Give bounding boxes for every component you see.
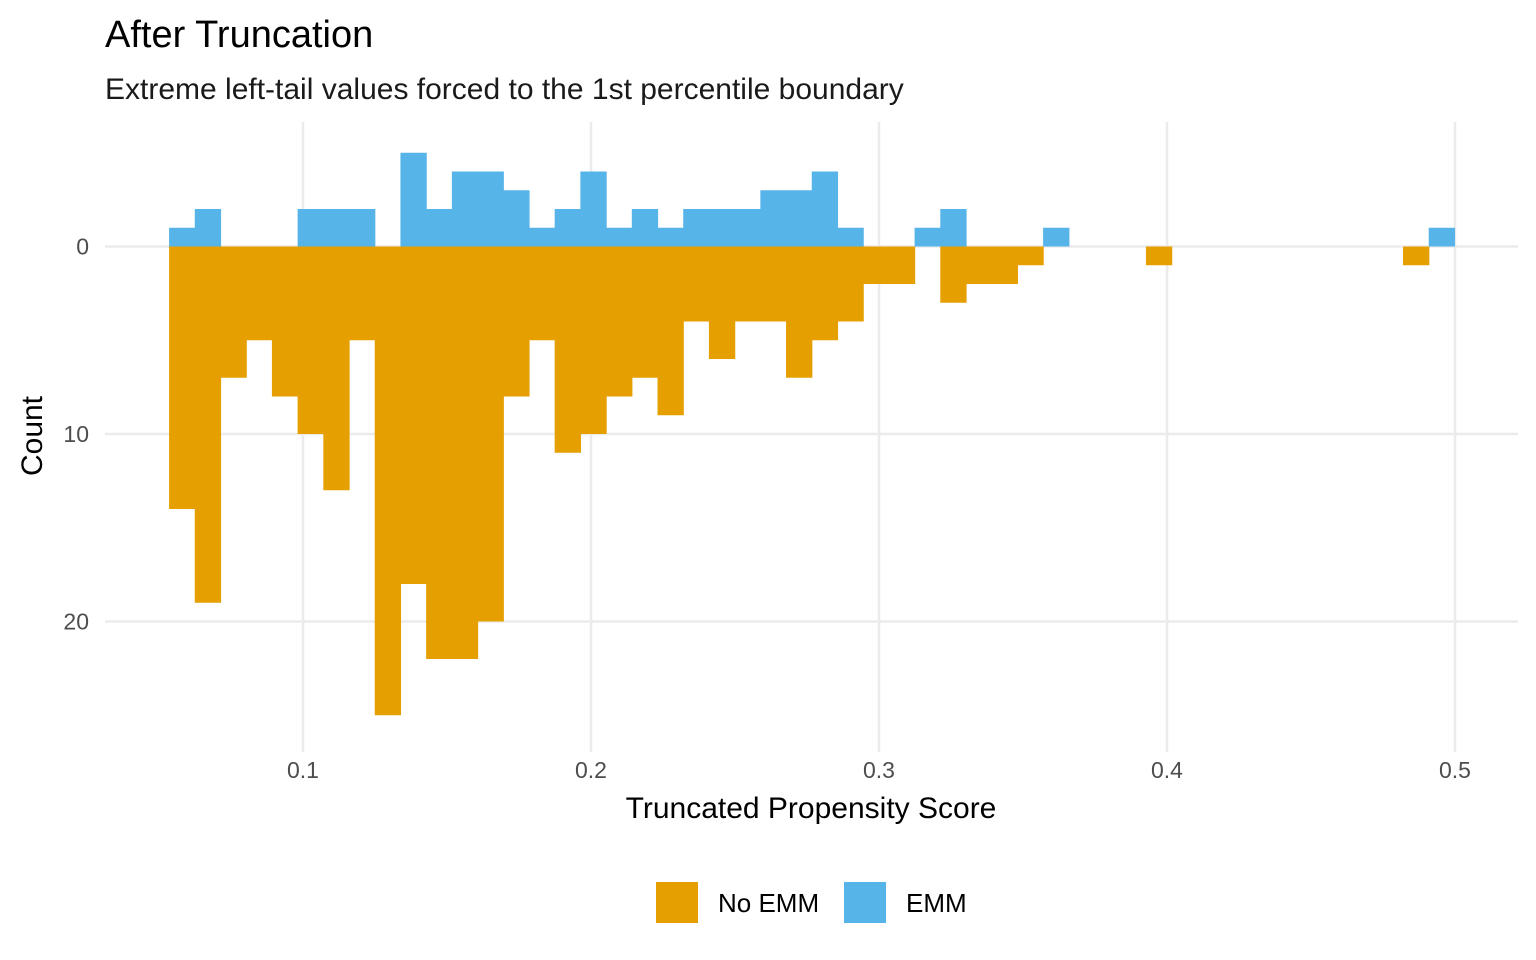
bar-emm (940, 209, 967, 247)
legend: No EMM EMM (656, 882, 967, 923)
bar-no-emm (863, 246, 890, 284)
y-tick-label: 10 (63, 421, 89, 447)
bar-no-emm (271, 246, 299, 397)
x-tick-label: 0.1 (287, 757, 319, 783)
bar-no-emm (400, 246, 427, 584)
bar-no-emm (426, 246, 453, 659)
bar-emm (657, 227, 684, 247)
bar-emm (683, 209, 710, 247)
bar-emm (708, 209, 736, 247)
bar-emm (194, 209, 222, 247)
bar-no-emm (194, 246, 222, 603)
bar-emm (914, 227, 941, 247)
bar-emm (349, 209, 376, 247)
legend-label-emm: EMM (906, 888, 967, 918)
bar-no-emm (169, 246, 196, 509)
bar-no-emm (708, 246, 736, 359)
bar-emm (400, 152, 427, 247)
bar-emm (323, 209, 350, 247)
x-tick-label: 0.5 (1439, 757, 1471, 783)
bar-no-emm (451, 246, 479, 659)
tick-labels: 0.1 0.2 0.3 0.4 0.5 0 10 20 (63, 234, 1471, 784)
chart-subtitle: Extreme left-tail values forced to the 1… (105, 73, 904, 106)
bar-no-emm (631, 246, 659, 378)
bar-no-emm (503, 246, 530, 397)
x-axis-title: Truncated Propensity Score (626, 792, 997, 825)
bar-emm (786, 190, 813, 247)
bar-emm (477, 171, 504, 247)
bar-no-emm (888, 246, 916, 284)
bar-no-emm (1403, 246, 1430, 266)
bar-no-emm (554, 246, 581, 453)
legend-key-no-emm (656, 882, 698, 923)
bar-no-emm (323, 246, 350, 491)
bar-no-emm (606, 246, 633, 397)
bar-no-emm (580, 246, 607, 434)
bar-no-emm (246, 246, 273, 341)
bar-no-emm (760, 246, 787, 322)
bar-emm (297, 209, 324, 247)
bar-no-emm (1017, 246, 1044, 266)
bar-emm (554, 209, 581, 247)
y-axis-title: Count (16, 395, 49, 476)
bar-emm (503, 190, 530, 247)
bar-no-emm (811, 246, 839, 341)
y-tick-label: 20 (63, 609, 89, 635)
bar-no-emm (965, 246, 993, 284)
bar-no-emm (734, 246, 761, 322)
bars (169, 152, 1456, 716)
bar-emm (837, 227, 864, 247)
bar-no-emm (1145, 246, 1173, 266)
bar-emm (631, 209, 659, 247)
x-tick-label: 0.4 (1151, 757, 1183, 783)
chart-title: After Truncation (105, 14, 373, 56)
bar-emm (1043, 227, 1070, 247)
bar-no-emm (220, 246, 247, 378)
bar-emm (451, 171, 479, 247)
bar-no-emm (349, 246, 376, 341)
bar-no-emm (657, 246, 684, 416)
bar-no-emm (991, 246, 1019, 284)
x-tick-label: 0.3 (863, 757, 895, 783)
bar-no-emm (477, 246, 504, 622)
bar-no-emm (297, 246, 324, 434)
bar-no-emm (786, 246, 813, 378)
bar-emm (734, 209, 761, 247)
legend-key-emm (844, 882, 886, 923)
bar-emm (426, 209, 453, 247)
bar-emm (528, 227, 556, 247)
bar-no-emm (837, 246, 864, 322)
bar-emm (1428, 227, 1456, 247)
legend-label-no-emm: No EMM (718, 888, 819, 918)
bar-no-emm (683, 246, 710, 322)
bar-emm (580, 171, 607, 247)
bar-emm (169, 227, 196, 247)
bar-no-emm (528, 246, 556, 341)
bar-emm (606, 227, 633, 247)
bar-no-emm (374, 246, 402, 716)
bar-emm (811, 171, 839, 247)
bar-emm (760, 190, 787, 247)
x-tick-label: 0.2 (575, 757, 607, 783)
bar-no-emm (940, 246, 967, 303)
y-tick-label: 0 (76, 234, 89, 260)
